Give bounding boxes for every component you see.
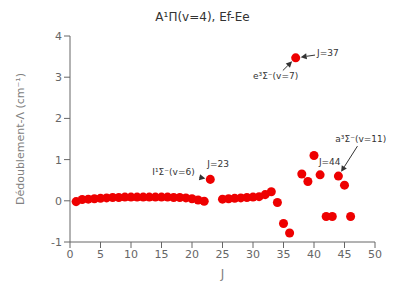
svg-text:1: 1 bbox=[55, 154, 62, 167]
svg-text:I¹Σ⁻(v=6): I¹Σ⁻(v=6) bbox=[152, 167, 194, 177]
svg-text:45: 45 bbox=[338, 248, 352, 261]
svg-text:10: 10 bbox=[124, 248, 138, 261]
svg-text:20: 20 bbox=[185, 248, 199, 261]
svg-text:Dédoublement-Λ (cm⁻¹): Dédoublement-Λ (cm⁻¹) bbox=[14, 73, 27, 205]
svg-text:e³Σ⁻(v=7): e³Σ⁻(v=7) bbox=[253, 71, 298, 81]
svg-text:50: 50 bbox=[368, 248, 382, 261]
svg-text:-1: -1 bbox=[51, 236, 62, 249]
svg-text:30: 30 bbox=[246, 248, 260, 261]
svg-text:15: 15 bbox=[155, 248, 169, 261]
svg-text:2: 2 bbox=[55, 112, 62, 125]
svg-text:a³Σ⁻(v=11): a³Σ⁻(v=11) bbox=[335, 134, 386, 144]
svg-text:0: 0 bbox=[67, 248, 74, 261]
svg-text:J=23: J=23 bbox=[206, 159, 229, 169]
svg-text:J: J bbox=[220, 267, 225, 281]
svg-text:5: 5 bbox=[97, 248, 104, 261]
html-text:A¹Π(v=4), Ef-Ee: A¹Π(v=4), Ef-Ee bbox=[155, 10, 250, 24]
svg-text:35: 35 bbox=[277, 248, 291, 261]
svg-text:J=37: J=37 bbox=[316, 48, 339, 58]
svg-text:4: 4 bbox=[55, 30, 62, 43]
svg-text:J=44: J=44 bbox=[318, 157, 341, 167]
svg-text:40: 40 bbox=[307, 248, 321, 261]
svg-text:25: 25 bbox=[216, 248, 230, 261]
svg-text:3: 3 bbox=[55, 71, 62, 84]
svg-text:0: 0 bbox=[55, 195, 62, 208]
